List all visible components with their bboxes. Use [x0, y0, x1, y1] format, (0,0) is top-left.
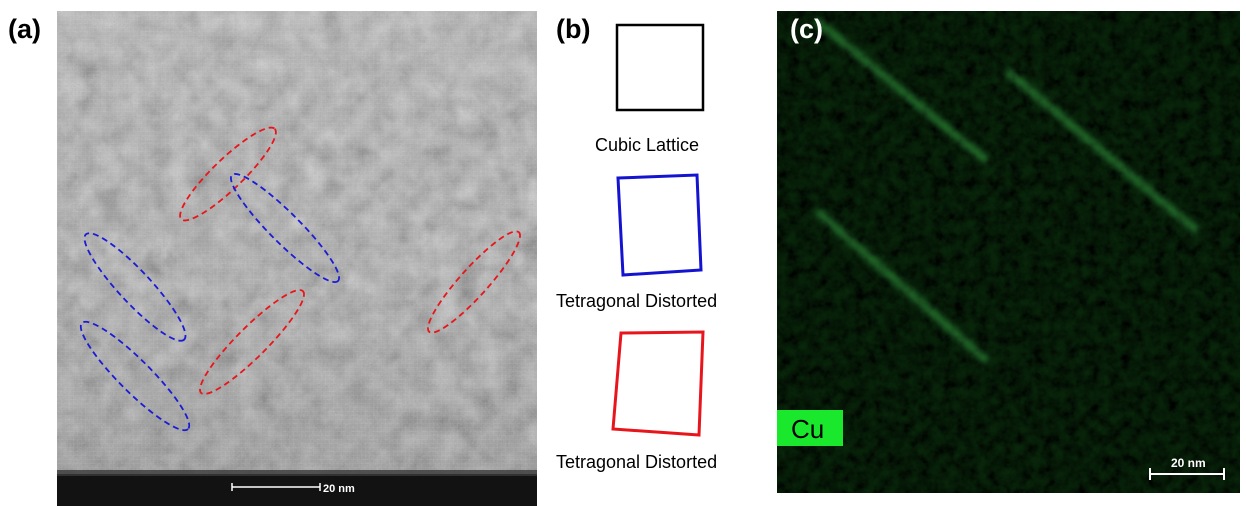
substrate-dark-band — [57, 474, 537, 506]
cubic-lattice-square — [615, 23, 705, 112]
blue-ellipse-1 — [230, 173, 340, 283]
panel-a-label: (a) — [8, 14, 41, 44]
panel-c-scale-bar-label: 20 nm — [1171, 456, 1206, 470]
panel-b-schematics — [611, 23, 705, 437]
panel-a-scale-bar — [231, 483, 321, 491]
panel-a-scale-bar-label: 20 nm — [323, 483, 355, 495]
panel-c-cu-map: Cu 20 nm — [777, 11, 1240, 493]
panel-c-scale-bar — [1149, 468, 1225, 480]
red-ellipse-3 — [427, 230, 521, 334]
blue-ellipse-3 — [79, 320, 191, 432]
panel-a-stem-image: 20 nm — [57, 11, 537, 506]
caption-tetragonal-red: Tetragonal Distorted — [556, 452, 718, 472]
red-ellipse-2 — [199, 289, 305, 395]
panel-c-label: (c) — [790, 14, 823, 44]
cu-label-box — [777, 410, 843, 446]
tetragonal-blue-box — [616, 173, 703, 277]
panel-b-label: (b) — [556, 14, 591, 44]
blue-ellipse-2 — [83, 232, 187, 342]
cu-label-text: Cu — [791, 414, 824, 444]
tetragonal-red-box — [611, 330, 705, 437]
caption-cubic-lattice: Cubic Lattice — [595, 135, 700, 155]
caption-tetragonal-blue: Tetragonal Distorted — [556, 291, 718, 311]
